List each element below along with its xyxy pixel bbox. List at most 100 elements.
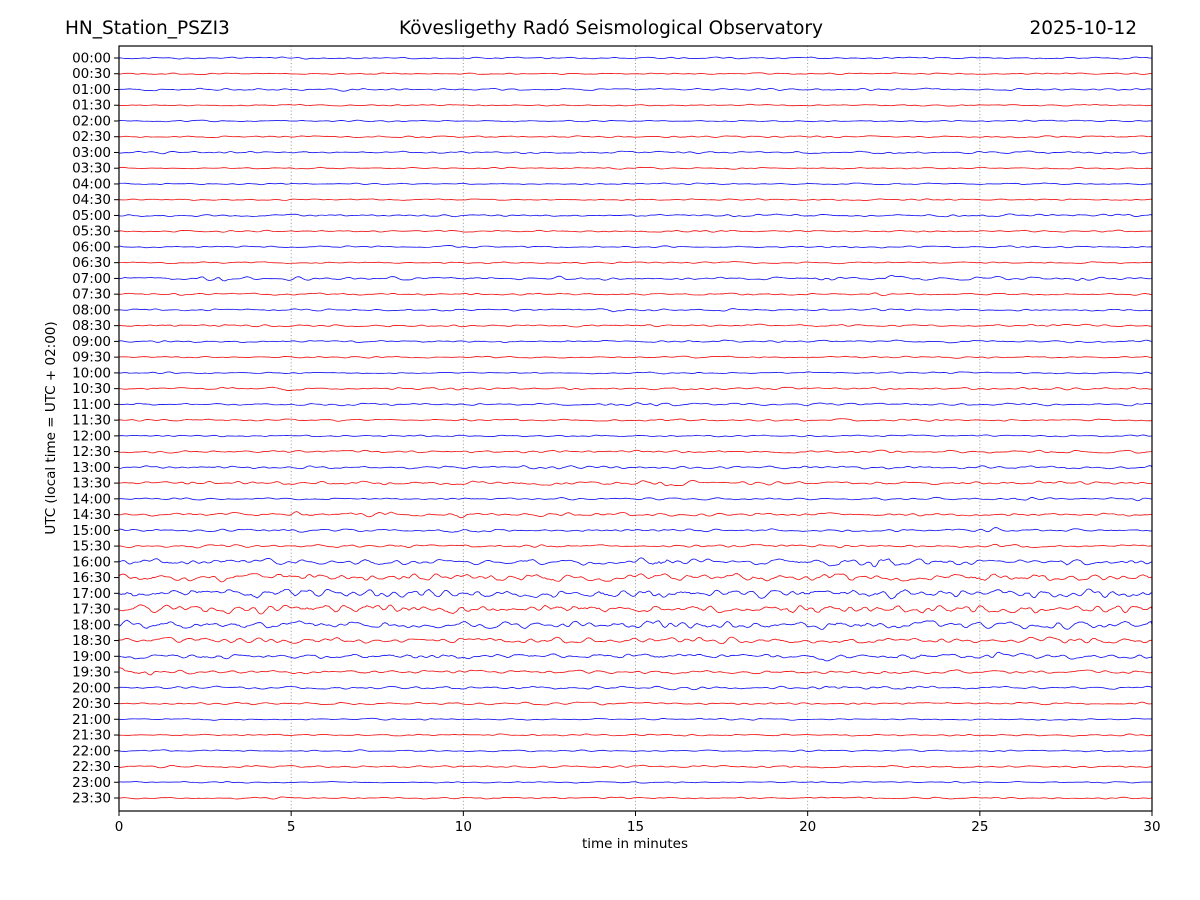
trace-14:00	[118, 496, 1153, 502]
y-tick-label: 17:00	[72, 586, 111, 602]
x-tick-label: 15	[627, 819, 644, 835]
trace-01:00	[118, 87, 1153, 92]
trace-23:30	[118, 796, 1153, 800]
trace-06:00	[118, 245, 1153, 249]
trace-11:00	[118, 402, 1153, 407]
y-tick-label: 22:00	[72, 743, 111, 759]
y-tick-label: 06:30	[72, 255, 111, 271]
y-tick-label: 07:00	[72, 271, 111, 287]
y-tick-label: 09:30	[72, 350, 111, 366]
y-tick-label: 08:30	[72, 318, 111, 334]
trace-03:00	[118, 150, 1153, 155]
x-tick-label: 25	[971, 819, 988, 835]
y-tick-label: 03:00	[72, 145, 111, 161]
y-tick-label: 19:00	[72, 649, 111, 665]
y-tick-label: 01:30	[72, 98, 111, 114]
trace-02:00	[118, 119, 1153, 123]
y-tick-label: 06:00	[72, 239, 111, 255]
y-tick-label: 18:00	[72, 617, 111, 633]
y-tick-label: 21:00	[72, 712, 111, 728]
trace-16:00	[118, 557, 1153, 568]
trace-12:30	[118, 449, 1153, 454]
y-tick-label: 01:00	[72, 82, 111, 98]
x-tick-label: 30	[1143, 819, 1160, 835]
trace-19:30	[118, 667, 1153, 676]
y-tick-label: 21:30	[72, 728, 111, 744]
trace-22:30	[118, 764, 1153, 769]
trace-22:00	[118, 749, 1153, 753]
y-tick-label: 16:30	[72, 570, 111, 586]
trace-21:30	[118, 733, 1153, 737]
trace-14:30	[118, 511, 1153, 519]
trace-15:30	[118, 543, 1153, 549]
trace-10:00	[119, 371, 1153, 375]
y-tick-label: 15:00	[72, 523, 111, 539]
trace-17:00	[118, 588, 1153, 600]
trace-07:00	[118, 274, 1153, 282]
observatory-title: Kövesligethy Radó Seismological Observat…	[399, 18, 823, 39]
x-tick-label: 5	[287, 819, 296, 835]
trace-05:30	[118, 229, 1153, 233]
trace-20:00	[118, 685, 1153, 691]
y-tick-label: 03:30	[72, 161, 111, 177]
trace-23:00	[118, 781, 1153, 784]
trace-18:30	[118, 636, 1153, 645]
trace-10:30	[118, 386, 1153, 391]
date-title: 2025-10-12	[1029, 18, 1137, 39]
y-tick-label: 05:00	[72, 208, 111, 224]
y-tick-label: 14:30	[72, 507, 111, 523]
trace-00:00	[118, 56, 1153, 60]
y-tick-label: 04:00	[72, 176, 111, 192]
y-tick-label: 20:30	[72, 696, 111, 712]
trace-01:30	[118, 103, 1153, 107]
trace-04:30	[118, 198, 1153, 201]
plot-frame	[118, 45, 1153, 812]
trace-21:00	[118, 717, 1153, 721]
y-tick-label: 10:00	[72, 365, 111, 381]
y-tick-label: 11:00	[72, 397, 111, 413]
y-tick-label: 10:30	[72, 381, 111, 397]
x-tick-label: 10	[455, 819, 472, 835]
y-tick-label: 09:00	[72, 334, 111, 350]
y-tick-label: 18:30	[72, 633, 111, 649]
trace-20:30	[118, 701, 1153, 706]
y-tick-label: 04:30	[72, 192, 111, 208]
x-axis-label: time in minutes	[582, 836, 688, 852]
y-tick-label: 23:00	[72, 775, 111, 791]
x-axis-ticks: 0 5 10 15 20 25 30	[115, 811, 1161, 835]
y-tick-label: 02:30	[72, 129, 111, 145]
station-title: HN_Station_PSZI3	[65, 18, 230, 39]
trace-18:00	[118, 619, 1153, 630]
x-tick-label: 0	[115, 819, 124, 835]
trace-09:30	[118, 355, 1153, 359]
trace-06:30	[118, 261, 1153, 265]
y-tick-label: 13:00	[72, 460, 111, 476]
y-axis-ticks: 00:0000:3001:0001:3002:0002:3003:0003:30…	[72, 51, 119, 807]
y-tick-label: 19:30	[72, 665, 111, 681]
trace-09:00	[118, 339, 1153, 344]
trace-08:30	[118, 323, 1153, 328]
trace-19:00	[118, 651, 1153, 662]
y-tick-label: 17:30	[72, 602, 111, 618]
y-tick-label: 11:30	[72, 413, 111, 429]
trace-13:00	[118, 465, 1153, 470]
trace-07:30	[118, 292, 1153, 297]
y-tick-label: 16:00	[72, 554, 111, 570]
y-tick-label: 00:30	[72, 66, 111, 82]
trace-17:30	[118, 604, 1153, 615]
trace-03:30	[118, 166, 1153, 170]
y-tick-label: 08:00	[72, 302, 111, 318]
y-tick-label: 05:30	[72, 224, 111, 240]
trace-02:30	[118, 135, 1153, 139]
y-tick-label: 00:00	[72, 51, 111, 67]
y-tick-label: 15:30	[72, 539, 111, 555]
trace-05:00	[118, 213, 1153, 218]
trace-16:30	[118, 573, 1153, 583]
trace-12:00	[118, 434, 1153, 438]
y-axis-label: UTC (local time = UTC + 02:00)	[43, 321, 59, 534]
y-tick-label: 13:30	[72, 476, 111, 492]
trace-08:00	[118, 308, 1153, 313]
trace-15:00	[118, 527, 1153, 533]
